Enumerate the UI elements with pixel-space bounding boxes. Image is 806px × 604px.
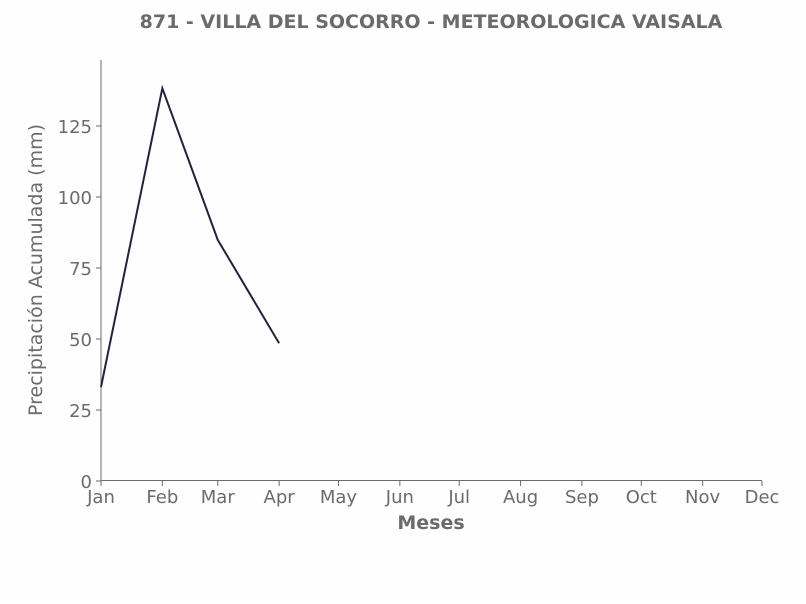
y-tick-label: 125 bbox=[58, 117, 92, 138]
x-tick-label: Nov bbox=[685, 487, 720, 508]
x-tick-label: Aug bbox=[503, 487, 538, 508]
x-tick-label: Jan bbox=[86, 487, 115, 508]
y-tick-label: 100 bbox=[58, 188, 92, 209]
y-tick-label: 0 bbox=[81, 472, 92, 493]
y-tick-label: 50 bbox=[69, 330, 92, 351]
y-tick-label: 25 bbox=[69, 401, 92, 422]
x-tick-label: Jul bbox=[447, 487, 470, 508]
x-tick-label: Jun bbox=[385, 487, 414, 508]
x-tick-label: May bbox=[320, 487, 358, 508]
x-tick-label: Mar bbox=[201, 487, 236, 508]
x-tick-label: Dec bbox=[745, 487, 780, 508]
series-line bbox=[100, 84, 280, 388]
chart-title: 871 - VILLA DEL SOCORRO - METEOROLOGICA … bbox=[140, 11, 723, 33]
x-tick-label: Apr bbox=[264, 487, 296, 508]
x-tick-label: Feb bbox=[146, 487, 178, 508]
x-tick-label: Oct bbox=[626, 487, 657, 508]
y-tick-label: 75 bbox=[69, 259, 92, 280]
y-axis-label: Precipitación Acumulada (mm) bbox=[25, 124, 47, 416]
x-tick-label: Sep bbox=[565, 487, 599, 508]
x-axis-label: Meses bbox=[397, 512, 464, 534]
